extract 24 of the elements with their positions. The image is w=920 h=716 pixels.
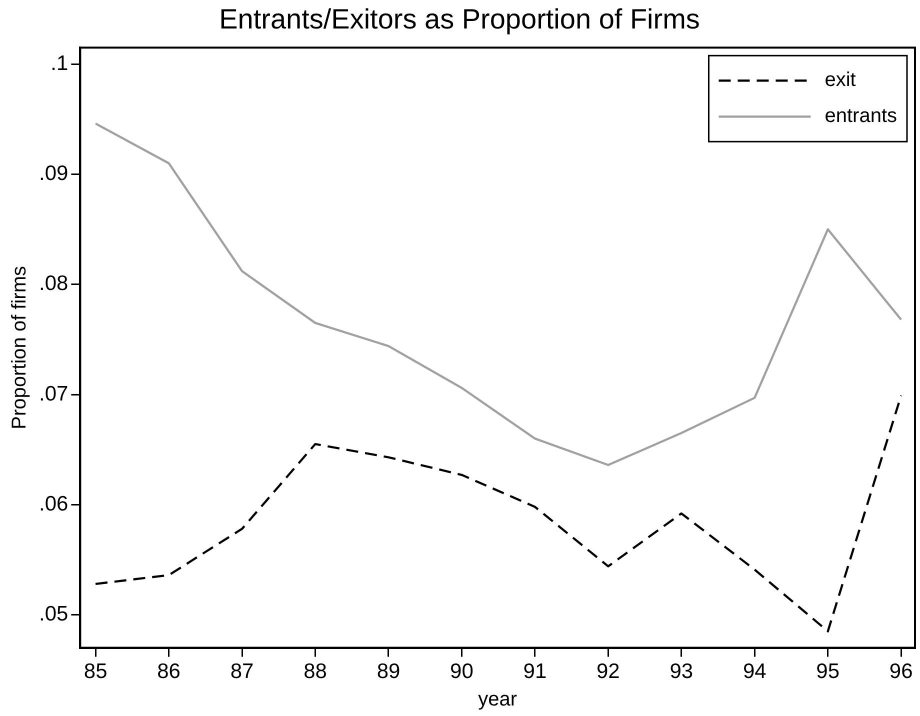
y-tick-label: .1 — [50, 52, 68, 75]
x-axis-title: year — [478, 688, 518, 711]
x-tick-label: 87 — [230, 660, 254, 684]
x-tick-label: 90 — [450, 660, 474, 684]
x-tick-label: 96 — [889, 660, 913, 684]
y-tick-label: .08 — [38, 272, 68, 296]
y-axis-title: Proportion of firms — [8, 266, 31, 430]
x-tick-label: 92 — [596, 660, 620, 684]
x-tick-label: 88 — [304, 660, 327, 684]
y-tick-label: .09 — [38, 162, 68, 186]
y-tick-label: .05 — [38, 602, 68, 626]
y-tick-label: .06 — [38, 492, 68, 516]
x-tick-label: 85 — [84, 660, 108, 684]
x-tick-label: 95 — [816, 660, 840, 684]
chart-title: Entrants/Exitors as Proportion of Firms — [219, 4, 700, 35]
x-tick-label: 86 — [157, 660, 180, 684]
x-tick-label: 91 — [523, 660, 547, 684]
line-series — [94, 394, 902, 632]
legend-label: exit — [824, 69, 856, 92]
x-tick-label: 93 — [670, 660, 694, 684]
legend-label: entrants — [824, 105, 897, 128]
x-tick-label: 94 — [742, 660, 767, 684]
y-tick-label: .07 — [38, 382, 68, 406]
x-tick-label: 89 — [376, 660, 400, 684]
